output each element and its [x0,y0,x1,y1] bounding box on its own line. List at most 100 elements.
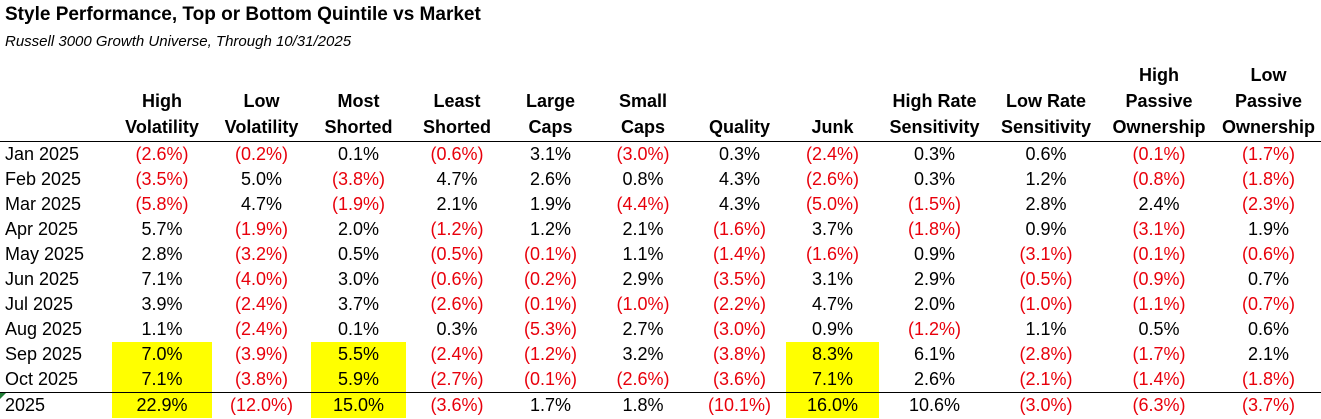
table-cell: (12.0%) [212,392,311,418]
table-cell: 7.1% [112,367,212,393]
table-cell: (3.8%) [331,169,385,189]
table-cell: (1.0%) [1019,294,1073,314]
style-performance-table: High Volatility Low Volatility Most Shorted… [0,62,1321,418]
table-cell: (4.0%) [234,269,288,289]
header-large-caps: Large Caps [525,91,576,137]
table-cell: (2.2%) [712,294,766,314]
table-cell: 4.3% [718,169,761,189]
row-label: May 2025 [5,244,85,264]
total-row: 2025 22.9% (12.0%) 15.0% (3.6%) 1.7% 1.8% (10.1… [0,392,1321,418]
table-cell: (0.1%) [523,369,577,389]
table-cell: (6.3%) [1102,392,1216,418]
header-low-volatility: Low Volatility [224,91,299,137]
table-cell: 3.1% [811,269,854,289]
table-cell: 1.1% [141,319,183,339]
row-label: Oct 2025 [5,369,79,389]
table-row: Apr 2025 5.7% (1.9%) 2.0% (1.2%) 1.2% 2.1% (1.6… [0,217,1321,242]
table-cell: 1.2% [1025,169,1067,189]
cell-corner-marker [0,393,6,399]
table-cell: 0.6% [1025,144,1067,164]
table-cell: (0.8%) [1132,169,1186,189]
header-low-passive-ownership: Low Passive Ownership [1221,65,1315,137]
header-high-volatility: High Volatility [125,91,199,137]
table-cell: 3.0% [337,269,380,289]
row-label: Jun 2025 [5,269,80,289]
table-cell: (0.5%) [430,244,484,264]
table-cell: (1.1%) [1132,294,1186,314]
page-subtitle: Russell 3000 Growth Universe, Through 10… [5,33,352,50]
table-cell: (2.8%) [1019,344,1073,364]
header-junk: Junk [811,117,854,137]
table-cell: 1.1% [622,244,664,264]
table-cell: 6.1% [913,344,956,364]
table-row: Aug 2025 1.1% (2.4%) 0.1% 0.3% (5.3%) 2.7% (3.0… [0,317,1321,342]
table-cell: (2.3%) [1241,194,1295,214]
table-cell: (0.1%) [523,294,577,314]
table-cell: (1.8%) [1241,369,1295,389]
table-cell: (2.7%) [430,369,484,389]
table-cell: 0.3% [718,144,761,164]
table-cell: 1.7% [508,392,593,418]
table-cell: 2.7% [622,319,664,339]
table-cell: 22.9% [112,392,212,418]
table-cell: (1.2%) [907,319,961,339]
row-label: Feb 2025 [5,169,82,189]
table-cell: (1.8%) [907,219,961,239]
table-cell: 1.8% [593,392,693,418]
table-cell: (3.0%) [990,392,1102,418]
table-cell: 2.6% [529,169,572,189]
table-cell: 10.6% [879,392,990,418]
table-cell: 7.1% [786,367,879,393]
table-cell: 3.7% [811,219,854,239]
table-cell: 5.7% [141,219,183,239]
table-cell: 4.3% [718,194,761,214]
table-cell: 1.1% [1025,319,1067,339]
table-cell: 3.9% [141,294,183,314]
table-cell: 0.3% [436,319,478,339]
table-row: Mar 2025 (5.8%) 4.7% (1.9%) 2.1% 1.9% (4.4%) 4.… [0,192,1321,217]
table-cell: 4.7% [240,194,283,214]
table-cell: 0.1% [337,319,380,339]
table-cell: (0.1%) [1132,244,1186,264]
table-cell: 0.9% [913,244,956,264]
table-cell: 2.0% [913,294,956,314]
table-cell: (0.1%) [523,244,577,264]
table-row: Feb 2025 (3.5%) 5.0% (3.8%) 4.7% 2.6% 0.8% 4.3%… [0,167,1321,192]
table-row: Jan 2025 (2.6%) (0.2%) 0.1% (0.6%) 3.1% (3.0%)… [0,142,1321,168]
table-cell: 15.0% [311,392,406,418]
table-cell: (3.8%) [712,344,766,364]
table-cell: (1.6%) [805,244,859,264]
table-cell: (5.3%) [523,319,577,339]
table-cell: (2.4%) [234,319,288,339]
table-cell: (0.2%) [234,144,288,164]
table-cell: (1.4%) [1132,369,1186,389]
table-cell: 2.9% [622,269,664,289]
row-label: 2025 [0,392,112,418]
table-cell: 5.9% [311,367,406,393]
table-cell: (2.6%) [805,169,859,189]
table-cell: 2.1% [622,219,664,239]
header-low-rate-sensitivity: Low Rate Sensitivity [1000,91,1092,137]
table-cell: (4.4%) [616,194,670,214]
table-cell: 4.7% [436,169,478,189]
table-cell: 3.1% [529,144,572,164]
table-cell: 2.1% [436,194,478,214]
table-cell: (1.2%) [523,344,577,364]
table-cell: 0.3% [913,169,956,189]
table-cell: (0.7%) [1241,294,1295,314]
table-cell: 0.7% [1247,269,1290,289]
row-label: Sep 2025 [5,344,83,364]
table-cell: (3.5%) [135,169,189,189]
table-cell: (2.4%) [805,144,859,164]
table-cell: 2.8% [1025,194,1067,214]
table-cell: 3.7% [337,294,380,314]
table-body: Jan 2025 (2.6%) (0.2%) 0.1% (0.6%) 3.1% (3.0%)… [0,142,1321,418]
table-cell: 0.1% [337,144,380,164]
row-label: Jul 2025 [5,294,74,314]
row-label: Aug 2025 [5,319,83,339]
page-title: Style Performance, Top or Bottom Quintil… [5,4,481,25]
table-cell: 5.0% [240,169,283,189]
table-cell: 0.9% [1025,219,1067,239]
header-least-shorted: Least Shorted [422,91,491,137]
table-cell: (2.4%) [234,294,288,314]
